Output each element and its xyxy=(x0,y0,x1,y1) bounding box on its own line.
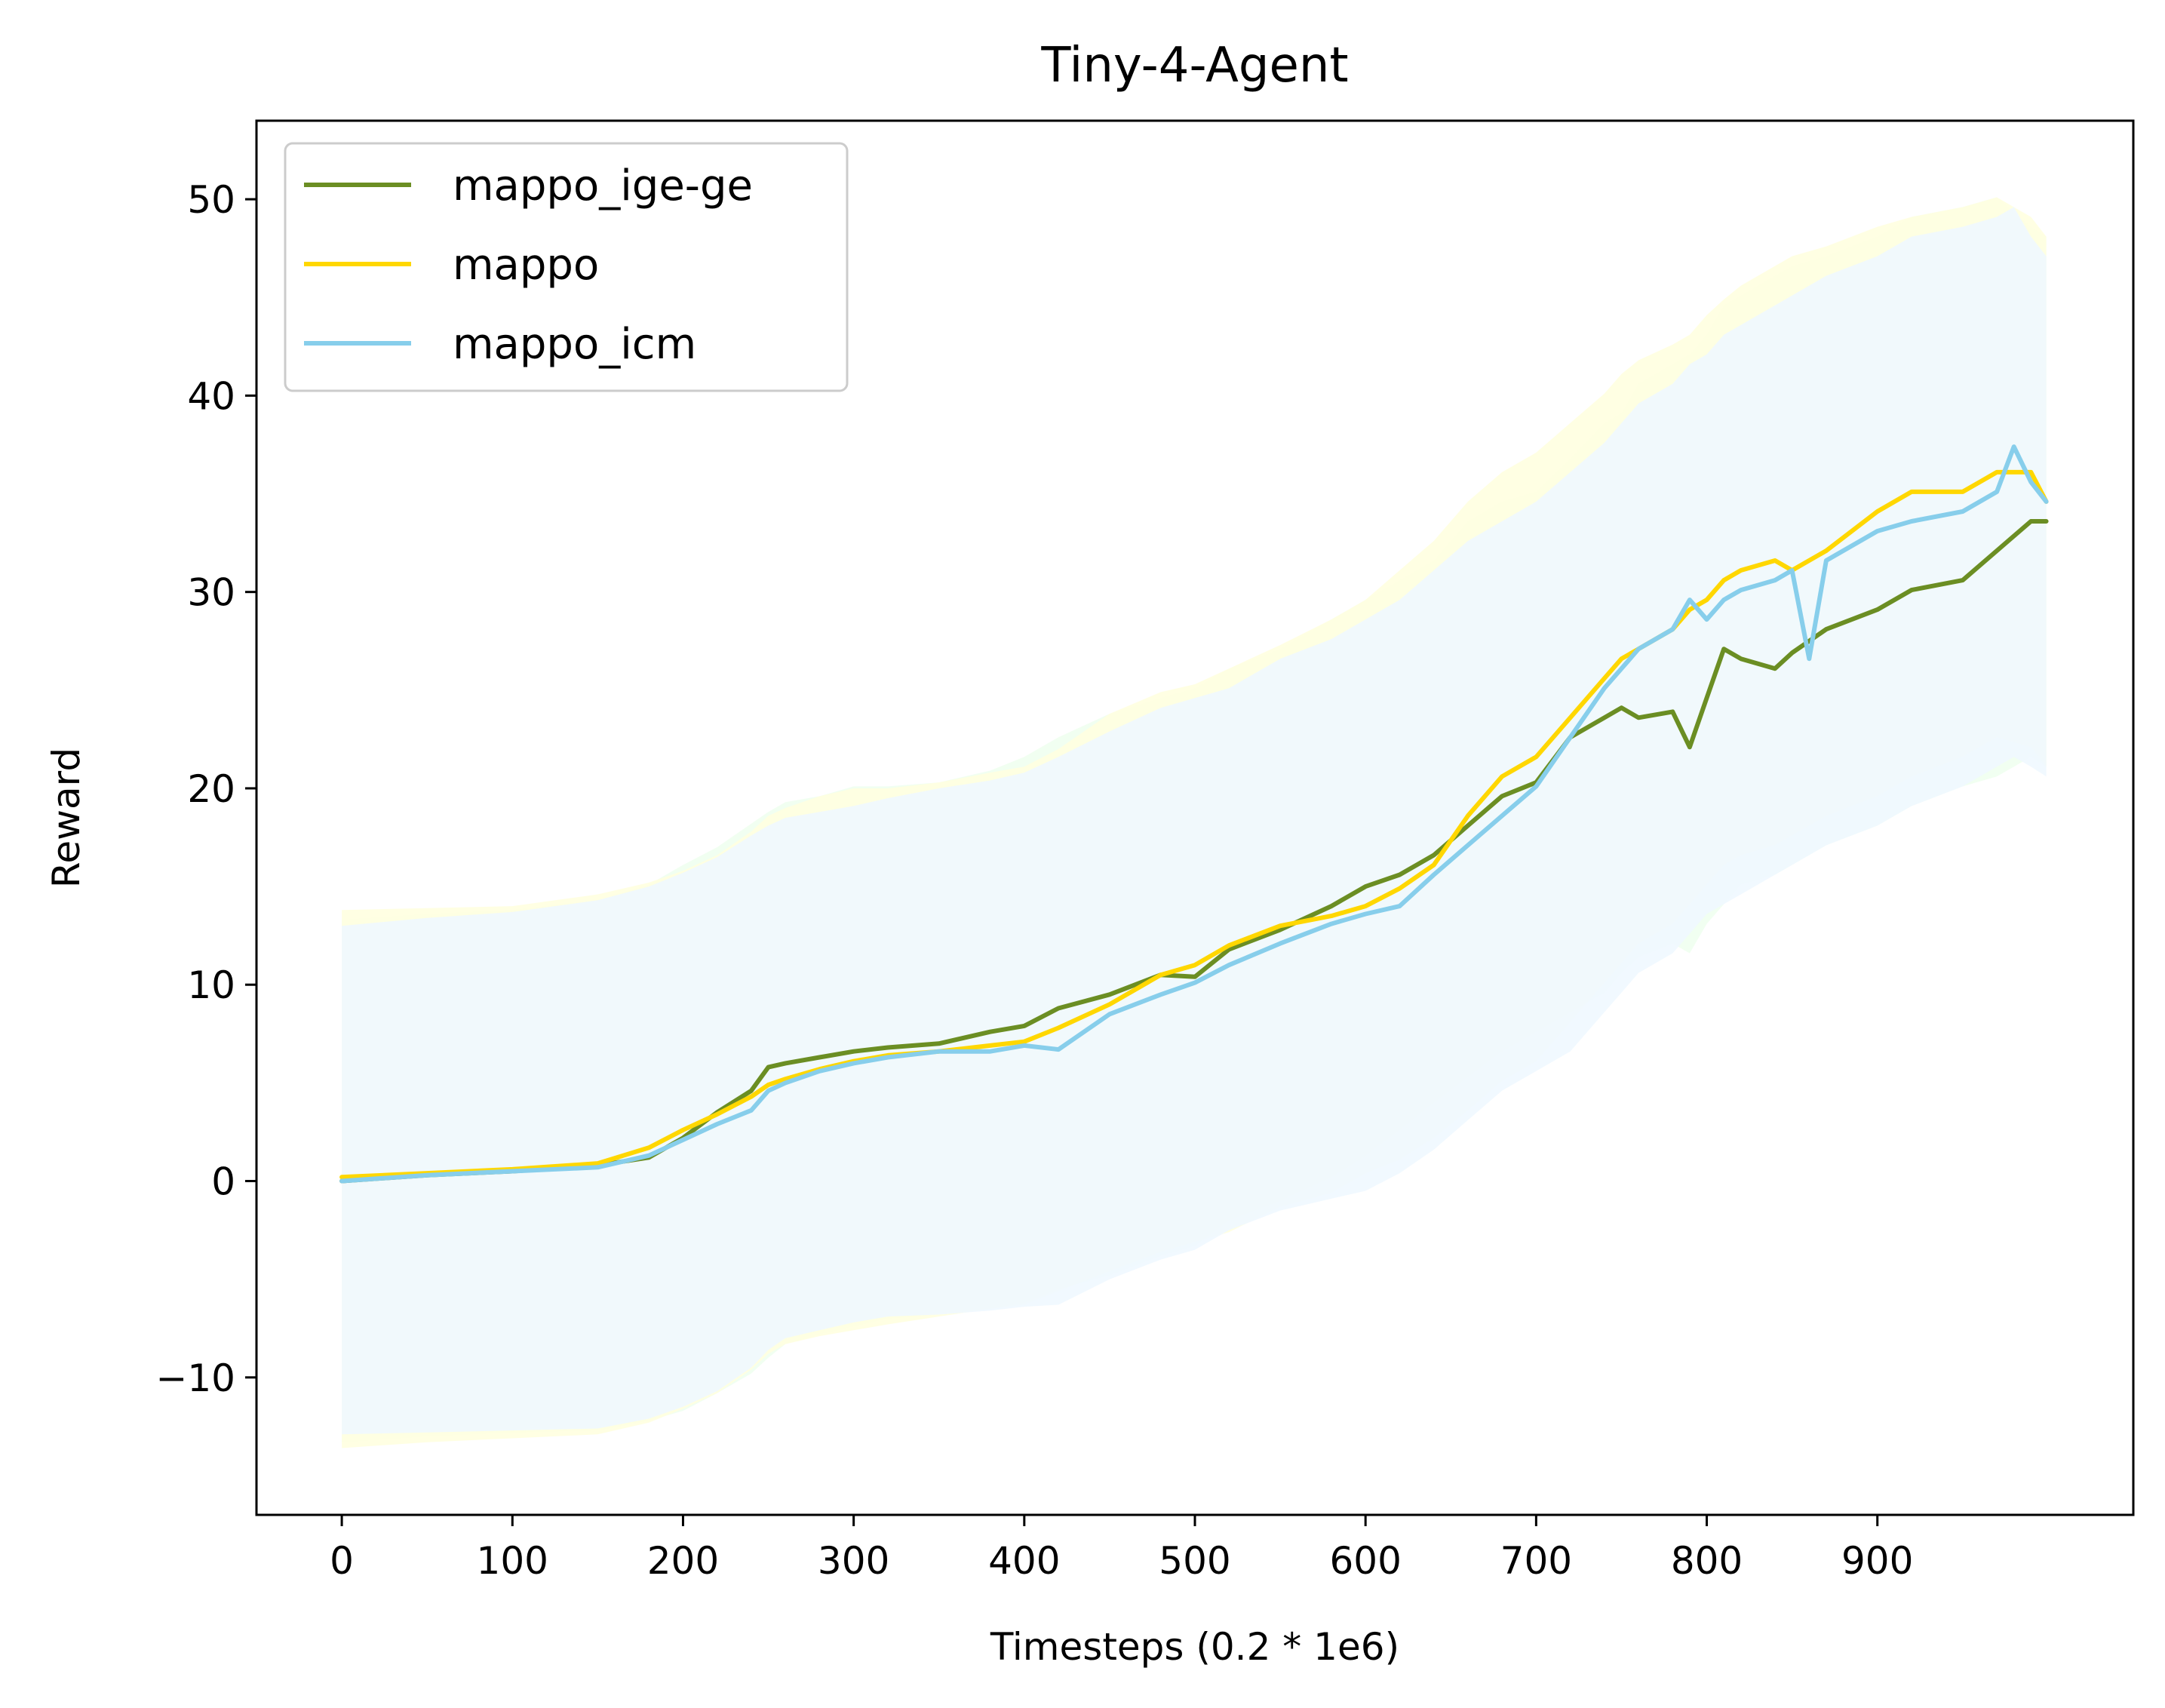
x-tick-label: 700 xyxy=(1500,1539,1572,1583)
x-tick-label: 100 xyxy=(477,1539,548,1583)
y-tick-label: 20 xyxy=(187,767,235,811)
line-mappo xyxy=(339,469,2049,1180)
x-tick-label: 400 xyxy=(988,1539,1060,1583)
x-tick-label: 0 xyxy=(330,1539,354,1583)
line-mappo_ige-ge xyxy=(339,519,2049,1184)
y-axis-label: Reward xyxy=(45,748,88,888)
legend-label-mappo: mappo xyxy=(453,241,599,290)
x-tick-label: 900 xyxy=(1841,1539,1913,1583)
legend-label-mappo_icm: mappo_icm xyxy=(453,320,696,369)
y-tick-label: 50 xyxy=(187,178,235,222)
x-tick-label: 200 xyxy=(647,1539,719,1583)
x-tick-label: 800 xyxy=(1671,1539,1743,1583)
legend-box xyxy=(284,142,849,392)
x-tick-label: 500 xyxy=(1159,1539,1230,1583)
y-tick-label: −10 xyxy=(155,1356,235,1400)
x-tick-label: 600 xyxy=(1329,1539,1401,1583)
x-tick-label: 300 xyxy=(818,1539,889,1583)
legend-label-mappo_ige-ge: mappo_ige-ge xyxy=(453,161,753,210)
confidence-bands xyxy=(342,197,2047,1448)
y-axis: −10 0 10 20 30 40 50 xyxy=(155,178,256,1400)
y-tick-label: 30 xyxy=(187,571,235,615)
line-mappo_icm xyxy=(339,444,2049,1184)
chart-title: Tiny-4-Agent xyxy=(1040,38,1348,94)
x-axis: 0 100 200 300 400 500 600 700 800 900 xyxy=(330,1515,1913,1583)
band-mappo_icm xyxy=(342,207,2047,1435)
y-tick-label: 0 xyxy=(211,1160,235,1204)
y-tick-label: 10 xyxy=(187,963,235,1007)
series-lines xyxy=(339,444,2049,1184)
y-tick-label: 40 xyxy=(187,374,235,418)
x-axis-label: Timesteps (0.2 * 1e6) xyxy=(990,1625,1399,1669)
